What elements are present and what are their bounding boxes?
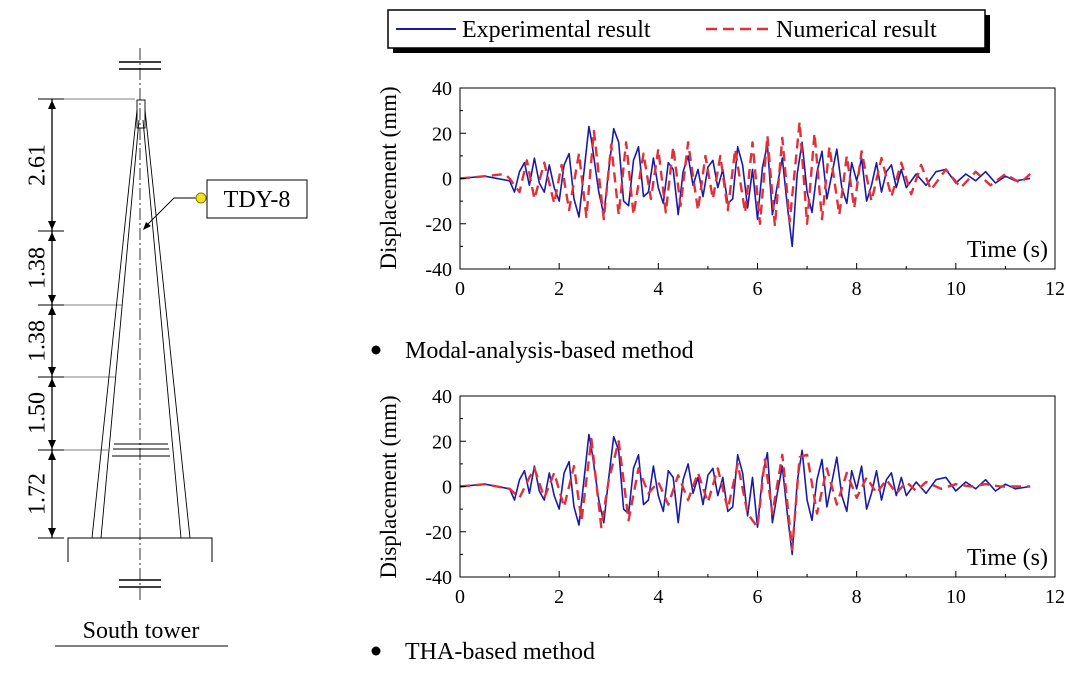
y-tick-label: 0 <box>442 477 452 499</box>
x-tick-label: 8 <box>852 278 862 300</box>
sensor-label-box <box>206 179 308 219</box>
arrowhead <box>48 528 56 537</box>
arrowhead <box>48 440 56 449</box>
x-tick-label: 10 <box>946 586 966 608</box>
arrowhead <box>48 451 56 460</box>
sensor-marker <box>195 192 207 204</box>
legend-box <box>387 9 986 49</box>
pylon-top <box>136 99 146 129</box>
sensor-leader-line <box>143 197 201 229</box>
legend-numerical-label: Numerical result <box>776 17 937 43</box>
tower-leg-right-outer <box>144 109 191 539</box>
modal-analysis-chart: 0 2 4 6 8 10 12 40 20 0 -20 -40 Displacement (mm) T… <box>376 78 1065 300</box>
y-tick-label: -20 <box>425 214 452 236</box>
experimental-series-line <box>459 125 1031 248</box>
y-tick-label: 20 <box>432 123 452 145</box>
y-axis-label: Displacement (mm) <box>376 395 401 578</box>
arrowhead <box>48 232 56 241</box>
tower-leg-right-inner <box>142 119 182 539</box>
y-tick-label: -40 <box>425 567 452 589</box>
arrowhead <box>48 378 56 387</box>
arrowhead <box>48 295 56 304</box>
x-tick-label: 8 <box>852 586 862 608</box>
x-tick-label: 4 <box>653 586 663 608</box>
sensor-label: TDY-8 <box>224 187 291 213</box>
arrowhead <box>48 221 56 230</box>
dimension-label: 2.61 <box>25 144 51 186</box>
dimension-label: 1.38 <box>25 320 51 362</box>
y-tick-label: -40 <box>425 259 452 281</box>
bullet-icon <box>371 345 381 355</box>
y-tick-label: 40 <box>432 78 452 100</box>
dimension-label: 1.50 <box>25 392 51 434</box>
x-tick-label: 0 <box>455 278 465 300</box>
y-tick-label: 40 <box>432 386 452 408</box>
foundation <box>67 537 213 562</box>
arrowhead <box>48 100 56 109</box>
x-tick-label: 10 <box>946 278 966 300</box>
tha-chart: 0 2 4 6 8 10 12 40 20 0 -20 -40 Displacement (mm) T… <box>376 386 1065 608</box>
dimension-label: 1.38 <box>25 247 51 289</box>
x-tick-label: 0 <box>455 586 465 608</box>
y-tick-label: -20 <box>425 522 452 544</box>
x-tick-label: 12 <box>1045 278 1065 300</box>
tower-leg-left-outer <box>91 109 138 539</box>
method-label-modal: Modal-analysis-based method <box>405 338 694 364</box>
tower-leg-left-inner <box>100 119 140 539</box>
experimental-series-line <box>459 433 1031 556</box>
x-axis-label: Time (s) <box>967 237 1048 263</box>
legend: Experimental result Numerical result <box>387 9 990 53</box>
sensor-arrowhead <box>143 222 151 230</box>
tower-label: South tower <box>83 618 200 644</box>
x-tick-label: 4 <box>653 278 663 300</box>
bullet-icon <box>371 646 381 656</box>
x-tick-label: 2 <box>554 278 564 300</box>
arrowhead <box>48 306 56 315</box>
y-tick-label: 0 <box>442 169 452 191</box>
dimension-label: 1.72 <box>25 473 51 515</box>
y-tick-label: 20 <box>432 431 452 453</box>
tower-text: 2.61 1.38 1.38 1.50 1.72 TDY-8 South tow… <box>25 144 291 644</box>
x-tick-label: 6 <box>753 278 763 300</box>
numerical-series-line <box>459 120 1032 228</box>
y-axis-label: Displacement (mm) <box>376 86 401 269</box>
x-tick-label: 12 <box>1045 586 1065 608</box>
arrowhead <box>48 367 56 376</box>
numerical-series-line <box>459 437 1031 552</box>
method-label-tha: THA-based method <box>405 639 595 665</box>
x-tick-label: 6 <box>753 586 763 608</box>
legend-experimental-label: Experimental result <box>462 17 651 43</box>
x-axis-label: Time (s) <box>967 545 1048 571</box>
x-tick-label: 2 <box>554 586 564 608</box>
tower-schematic <box>38 48 308 647</box>
